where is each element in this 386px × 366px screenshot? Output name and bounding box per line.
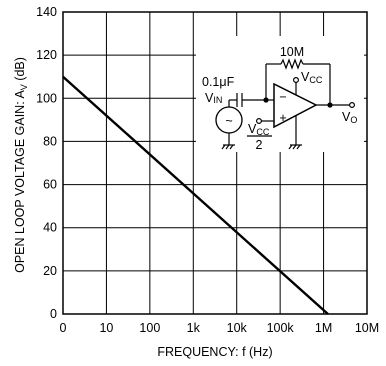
vcc-bias-subscript: CC [256, 127, 269, 137]
ground-hatch [225, 144, 230, 150]
output-terminal [349, 101, 356, 108]
x-tick-label: 10M [355, 321, 379, 335]
y-tick-label: 40 [43, 221, 57, 235]
op-amp-minus-sign: − [279, 90, 286, 104]
op-amp-triangle [273, 82, 318, 129]
y-tick-label: 20 [43, 264, 57, 278]
feedback-resistor-label: 10M [280, 45, 304, 59]
gain-line [62, 75, 329, 315]
x-tick-label: 10 [99, 321, 113, 335]
x-tick-label: 100k [267, 321, 295, 335]
ac-source-symbol: ~ [225, 114, 232, 128]
y-tick-labels: 0 20 40 60 80 100 120 140 [36, 5, 57, 321]
x-tick-label: 0 [60, 321, 67, 335]
ground-hatch [296, 144, 301, 150]
y-axis-label-unit: (dB) [13, 57, 27, 84]
input-capacitor-label: 0.1μF [202, 75, 235, 89]
series-layer [62, 75, 329, 315]
ground-hatch [292, 144, 297, 150]
ground-hatch [221, 144, 226, 150]
op-amp-plus-sign: + [279, 111, 286, 125]
ground-hatch [288, 144, 293, 150]
y-axis-label-main: OPEN LOOP VOLTAGE GAIN: A [13, 90, 27, 273]
vout-subscript: O [350, 115, 357, 125]
x-tick-label: 1k [187, 321, 201, 335]
y-tick-label: 80 [43, 134, 57, 148]
y-axis-label-subscript: V [19, 84, 29, 90]
junction-dot [327, 102, 333, 108]
y-tick-label: 0 [50, 307, 57, 321]
vcc-terminal [293, 76, 300, 83]
plot-frame [62, 11, 368, 315]
x-axis-label: FREQUENCY: f (Hz) [157, 345, 272, 359]
x-tick-label: 10k [227, 321, 248, 335]
x-tick-labels: 0 10 100 1k 10k 100k 1M 10M [60, 321, 380, 335]
bias-terminal [256, 117, 263, 124]
vin-label: VIN [205, 91, 222, 105]
y-axis-label: OPEN LOOP VOLTAGE GAIN: AV (dB) [13, 57, 29, 273]
x-tick-label: 100 [139, 321, 160, 335]
y-tick-label: 60 [43, 178, 57, 192]
vin-subscript: IN [213, 95, 222, 105]
ground-hatch [229, 144, 234, 150]
y-tick-label: 100 [36, 91, 57, 105]
vcc-supply-subscript: CC [309, 75, 322, 85]
feedback-resistor [280, 58, 304, 70]
y-tick-label: 140 [36, 5, 57, 19]
vcc-bias-denominator: 2 [256, 138, 263, 152]
y-tick-label: 120 [36, 48, 57, 62]
x-tick-label: 1M [315, 321, 332, 335]
